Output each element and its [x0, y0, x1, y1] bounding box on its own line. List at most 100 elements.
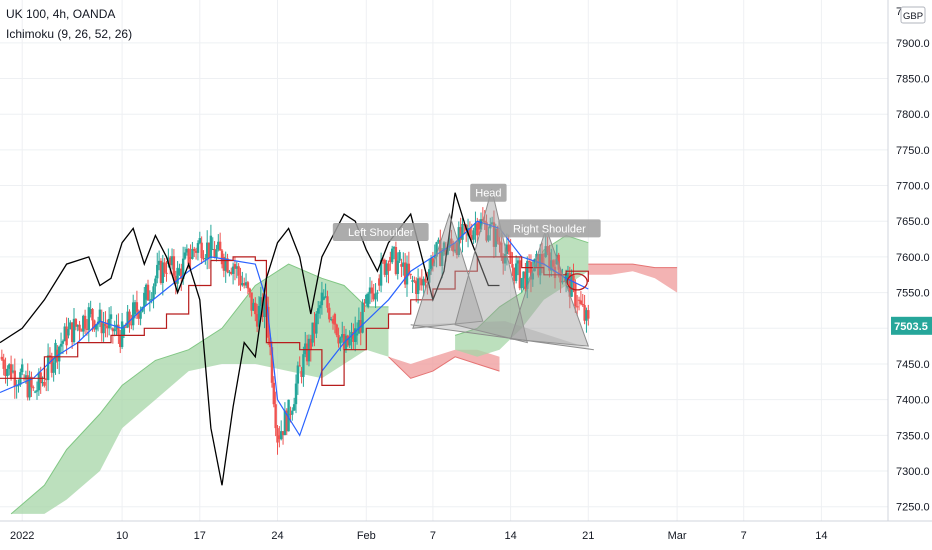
candle-body	[389, 256, 392, 263]
candle-body	[328, 307, 331, 320]
candle-body	[322, 296, 325, 300]
candle-body	[111, 328, 115, 332]
candle-body	[402, 262, 405, 267]
candle-body	[381, 259, 385, 261]
cloud-segment-bull	[11, 264, 389, 514]
x-tick-label: 7	[430, 530, 436, 542]
y-tick-label: 7350.0	[896, 430, 930, 442]
candle-body	[320, 292, 324, 306]
candle-body	[566, 273, 570, 279]
candle-body	[74, 318, 78, 327]
candle-body	[481, 219, 485, 221]
candle-body	[529, 261, 533, 280]
candle-body	[531, 273, 534, 280]
currency-label: GBP	[903, 11, 923, 22]
candle-body	[267, 306, 270, 338]
neckline	[410, 324, 594, 351]
candle-body	[259, 297, 263, 306]
candle-body	[93, 320, 96, 330]
candle-body	[431, 258, 435, 267]
y-tick-label: 7750.0	[896, 145, 930, 157]
cloud-segment-bear	[588, 264, 678, 293]
candle-body	[518, 260, 522, 289]
candle-body	[539, 253, 542, 276]
candle-body	[272, 382, 275, 405]
candle-body	[424, 278, 427, 282]
candle-body	[104, 323, 107, 326]
candle-body	[370, 287, 374, 294]
candle-body	[527, 261, 531, 263]
candle-body	[379, 259, 383, 286]
candle-body	[120, 321, 124, 348]
candle-body	[283, 410, 287, 436]
candle-body	[455, 242, 459, 255]
annotation-label: Left Shoulder	[348, 227, 414, 239]
candle-body	[507, 244, 510, 252]
y-tick-label: 7300.0	[896, 466, 930, 478]
candle-body	[311, 322, 314, 343]
candle-body	[169, 257, 172, 266]
cloud-edge	[588, 263, 678, 269]
candle-body	[67, 329, 70, 336]
candle-body	[516, 260, 520, 264]
head-and-shoulders-pattern	[410, 188, 594, 351]
candle-body	[246, 282, 250, 289]
candle-body	[551, 260, 555, 267]
candle-body	[207, 242, 211, 259]
candle-body	[193, 248, 196, 251]
candle-body	[511, 264, 514, 268]
candle-body	[559, 269, 562, 283]
candle-body	[563, 280, 566, 282]
candle-body	[235, 266, 238, 269]
candle-body	[378, 278, 381, 286]
candle-body	[548, 252, 551, 271]
candle-body	[148, 299, 152, 301]
candle-body	[241, 283, 244, 286]
candle-body	[220, 250, 224, 265]
candle-body	[581, 303, 584, 306]
x-tick-label: Feb	[357, 530, 376, 542]
x-tick-label: 10	[116, 530, 128, 542]
candle-body	[54, 342, 57, 363]
candle-body	[78, 324, 81, 331]
candle-body	[6, 368, 9, 377]
candle-body	[144, 284, 148, 300]
indicator-legend: Ichimoku (9, 26, 52, 26)	[6, 27, 133, 41]
candle-body	[444, 249, 448, 255]
candle-body	[326, 296, 329, 308]
candle-body	[317, 308, 320, 314]
candle-body	[457, 227, 460, 255]
y-tick-label: 7800.0	[896, 109, 930, 121]
candle-body	[250, 292, 253, 311]
candle-body	[200, 242, 203, 259]
price-tag-label: 7503.5	[894, 321, 928, 333]
candle-body	[165, 272, 168, 274]
marker-ellipse	[566, 273, 588, 291]
candle-body	[492, 222, 496, 247]
candle-body	[387, 263, 390, 272]
candle-body	[476, 223, 479, 236]
candle-body	[442, 242, 446, 252]
candle-body	[333, 314, 337, 325]
candle-body	[204, 257, 207, 260]
candle-body	[28, 376, 31, 398]
candle-body	[579, 300, 583, 304]
candle-body	[137, 311, 140, 319]
candle-body	[459, 227, 462, 240]
candle-body	[119, 334, 122, 348]
candle-body	[372, 293, 375, 300]
candle-body	[363, 302, 366, 304]
candle-body	[400, 264, 403, 267]
candle-body	[278, 435, 281, 440]
candle-body	[281, 431, 285, 436]
candle-body	[132, 302, 135, 326]
x-tick-label: 7	[741, 530, 747, 542]
candle-body	[415, 281, 418, 294]
candle-body	[122, 326, 126, 336]
candle-body	[394, 247, 398, 275]
candle-body	[568, 273, 571, 297]
candle-body	[70, 322, 74, 343]
candle-body	[248, 288, 251, 293]
